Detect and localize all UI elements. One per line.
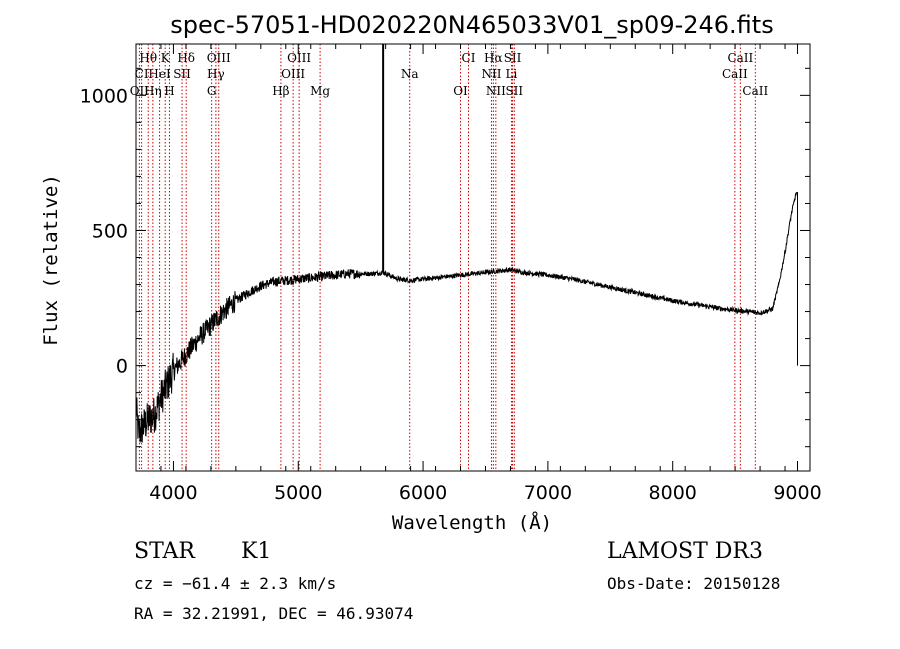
line-marker-label: SII: [505, 84, 523, 98]
line-marker-label: OIII: [287, 51, 311, 65]
emission-line-markers: [138, 44, 756, 471]
y-tick-label: 1000: [80, 85, 128, 107]
line-marker-label: Hθ: [139, 51, 157, 65]
line-marker-label: H: [164, 84, 174, 98]
line-marker-label: CI: [135, 67, 149, 81]
line-marker-label: NII: [481, 67, 501, 81]
line-marker-label: OIII: [207, 51, 231, 65]
line-marker-label: CaII: [727, 51, 753, 65]
y-tick-label: 0: [116, 356, 128, 378]
line-marker-label: Hβ: [272, 84, 289, 98]
line-marker-label: CaII: [722, 67, 748, 81]
line-marker-label: G: [207, 84, 217, 98]
line-marker-label: Hγ: [207, 67, 225, 81]
line-marker-label: OI: [453, 84, 468, 98]
observation-date: Obs-Date: 20150128: [607, 574, 781, 593]
x-tick-label: 9000: [773, 482, 821, 504]
x-tick-label: 6000: [399, 482, 447, 504]
axis-ticks: 4000 5000 6000 7000 8000 9000 0 500 1000: [80, 44, 822, 504]
line-marker-label: Mg: [310, 84, 330, 98]
line-marker-label: Hδ: [177, 51, 195, 65]
line-marker-label: HeI: [148, 67, 171, 81]
chart-title: spec-57051-HD020220N465033V01_sp09-246.f…: [170, 11, 773, 39]
y-axis-label: Flux (relative): [40, 174, 62, 346]
line-marker-label: SII: [504, 51, 522, 65]
line-marker-label: SII: [173, 67, 191, 81]
x-tick-label: 5000: [274, 482, 322, 504]
coordinates-readout: RA = 32.21991, DEC = 46.93074: [134, 604, 414, 623]
line-marker-label: K: [161, 51, 171, 65]
plot-frame: [135, 43, 811, 472]
x-tick-label: 8000: [649, 482, 697, 504]
y-tick-label: 500: [92, 220, 128, 242]
x-tick-label: 7000: [524, 482, 572, 504]
line-marker-label: Hα: [484, 51, 503, 65]
line-marker-label: Hη: [144, 84, 162, 98]
x-tick-label: 4000: [149, 482, 197, 504]
line-marker-label: Na: [401, 67, 419, 81]
line-marker-label: NII: [486, 84, 506, 98]
line-marker-label: OIII: [281, 67, 305, 81]
line-marker-label: CI: [462, 51, 476, 65]
line-marker-label: Li: [506, 67, 518, 81]
redshift-readout: cz = −61.4 ± 2.3 km/s: [134, 574, 337, 593]
object-type: STAR: [134, 539, 195, 564]
line-marker-label: OII: [130, 84, 150, 98]
line-marker-label: CaII: [742, 84, 768, 98]
x-axis-label: Wavelength (Å): [392, 511, 552, 534]
spectral-subclass: K1: [241, 539, 272, 564]
spectrum-line: [135, 192, 798, 443]
survey-name: LAMOST DR3: [607, 539, 763, 564]
